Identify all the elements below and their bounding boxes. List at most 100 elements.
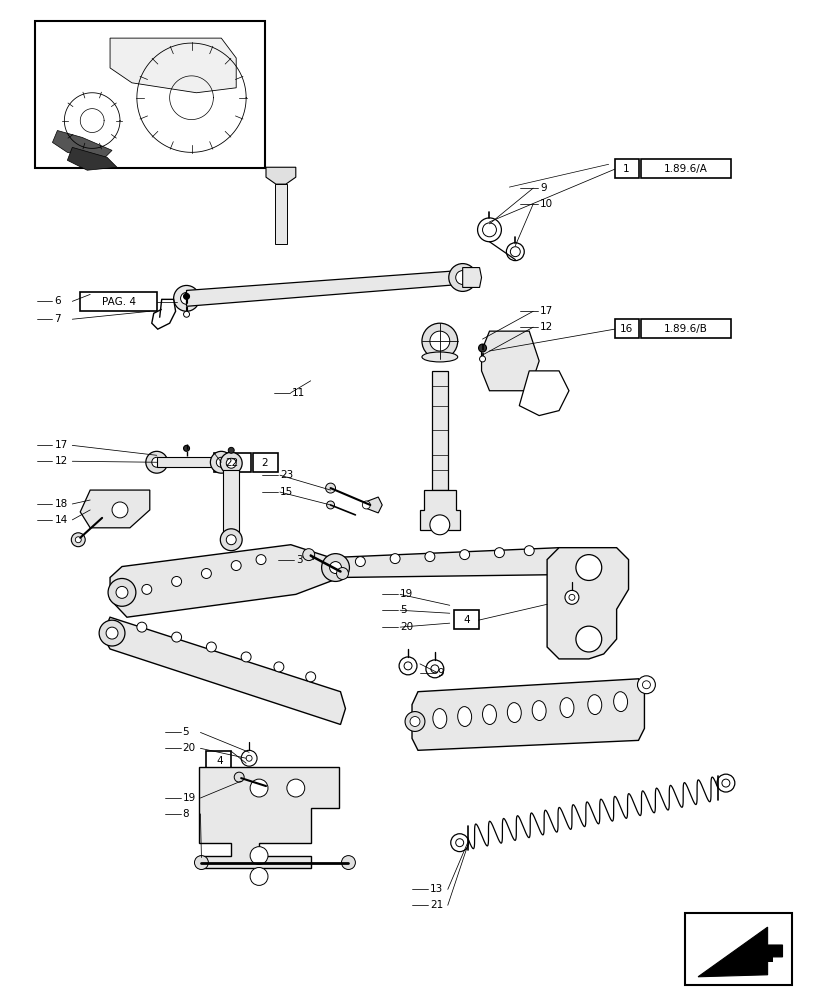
Circle shape	[250, 847, 268, 865]
Circle shape	[506, 243, 523, 261]
Circle shape	[99, 620, 125, 646]
Circle shape	[286, 779, 304, 797]
Text: PAG. 4: PAG. 4	[102, 297, 136, 307]
Circle shape	[226, 458, 236, 468]
Circle shape	[409, 717, 419, 726]
Bar	[275, 184, 286, 244]
Bar	[641, 159, 730, 178]
Circle shape	[184, 293, 189, 299]
Circle shape	[256, 555, 265, 565]
Circle shape	[576, 626, 601, 652]
Circle shape	[303, 549, 314, 561]
Text: 19: 19	[182, 793, 195, 803]
Bar	[614, 159, 638, 178]
Text: 8: 8	[182, 809, 189, 819]
Circle shape	[399, 657, 417, 675]
Polygon shape	[110, 545, 340, 617]
Polygon shape	[265, 167, 295, 184]
Circle shape	[564, 590, 578, 604]
Circle shape	[141, 584, 151, 594]
Circle shape	[116, 586, 128, 598]
Circle shape	[429, 515, 449, 535]
Circle shape	[112, 502, 128, 518]
Circle shape	[220, 452, 241, 474]
Ellipse shape	[559, 698, 573, 718]
Circle shape	[278, 229, 283, 234]
Circle shape	[278, 169, 284, 175]
Circle shape	[278, 232, 284, 238]
Text: 11: 11	[291, 388, 304, 398]
Polygon shape	[67, 147, 117, 170]
Circle shape	[329, 562, 341, 574]
Circle shape	[136, 622, 146, 632]
Text: 13: 13	[429, 884, 442, 894]
Circle shape	[228, 447, 234, 453]
Text: 15: 15	[280, 487, 293, 497]
Bar	[80, 292, 156, 311]
Circle shape	[355, 557, 365, 567]
Text: 5: 5	[399, 605, 406, 615]
Bar	[223, 470, 239, 538]
Circle shape	[424, 552, 434, 562]
Circle shape	[278, 218, 284, 224]
Circle shape	[404, 712, 424, 731]
Bar	[453, 610, 478, 629]
Text: 2: 2	[261, 458, 268, 468]
Circle shape	[523, 546, 533, 556]
Circle shape	[455, 839, 463, 847]
Circle shape	[194, 856, 208, 870]
Ellipse shape	[532, 701, 546, 721]
Text: 5: 5	[182, 727, 189, 737]
Circle shape	[430, 665, 438, 673]
Polygon shape	[758, 950, 772, 962]
Circle shape	[278, 215, 283, 220]
Circle shape	[278, 174, 283, 179]
Polygon shape	[481, 331, 538, 391]
Polygon shape	[547, 548, 628, 659]
Circle shape	[341, 856, 355, 870]
Ellipse shape	[457, 707, 471, 726]
Polygon shape	[519, 371, 568, 416]
Polygon shape	[52, 130, 112, 160]
Ellipse shape	[433, 709, 447, 728]
Circle shape	[455, 271, 469, 284]
Circle shape	[721, 779, 729, 787]
Text: 3: 3	[295, 555, 302, 565]
Circle shape	[278, 222, 283, 227]
Circle shape	[151, 457, 161, 467]
Circle shape	[231, 561, 241, 571]
Circle shape	[108, 578, 136, 606]
Circle shape	[336, 568, 348, 579]
Circle shape	[278, 181, 283, 186]
Circle shape	[278, 211, 284, 217]
Circle shape	[278, 225, 284, 231]
Bar	[684, 913, 791, 985]
Bar	[206, 751, 231, 770]
Circle shape	[326, 501, 334, 509]
Bar	[614, 319, 638, 338]
Text: 12: 12	[539, 322, 552, 332]
Circle shape	[241, 750, 256, 766]
Circle shape	[278, 195, 283, 200]
Circle shape	[174, 285, 199, 311]
Polygon shape	[80, 490, 150, 528]
Circle shape	[305, 672, 315, 682]
Polygon shape	[330, 548, 568, 577]
Circle shape	[404, 662, 412, 670]
Polygon shape	[151, 299, 175, 329]
Circle shape	[509, 247, 519, 257]
Text: 22: 22	[225, 458, 238, 468]
Circle shape	[226, 535, 236, 545]
Bar	[214, 453, 251, 472]
Circle shape	[477, 218, 501, 242]
Circle shape	[482, 223, 496, 237]
Text: 10: 10	[539, 199, 552, 209]
Circle shape	[274, 662, 284, 672]
Circle shape	[716, 774, 734, 792]
Circle shape	[246, 755, 251, 761]
Circle shape	[220, 529, 241, 551]
Circle shape	[390, 554, 399, 564]
Circle shape	[171, 576, 181, 586]
Ellipse shape	[507, 703, 521, 722]
Circle shape	[321, 554, 349, 581]
